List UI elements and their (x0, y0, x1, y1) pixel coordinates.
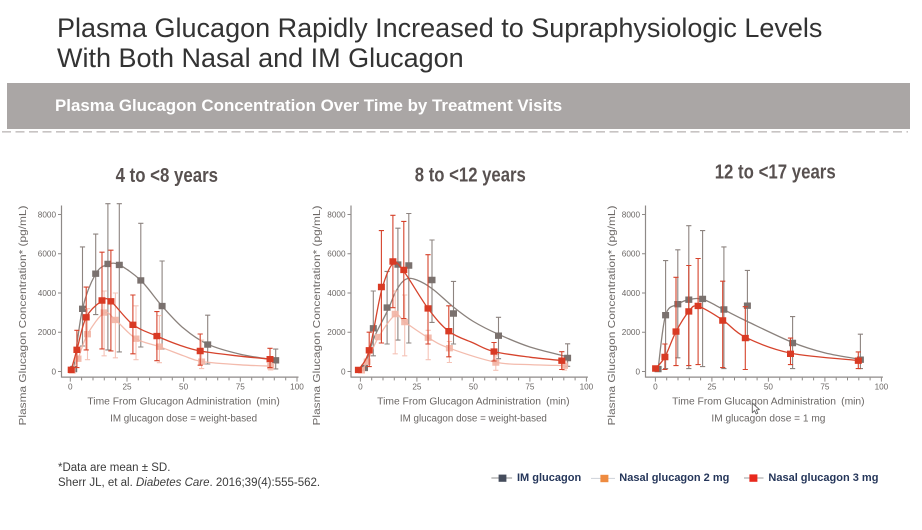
svg-text:2000: 2000 (327, 328, 346, 337)
svg-text:4000: 4000 (622, 289, 641, 298)
svg-text:Time From Glucagon Administrat: Time From Glucagon Administration (min) (672, 397, 864, 408)
svg-text:6000: 6000 (622, 250, 641, 259)
svg-text:2000: 2000 (622, 328, 641, 337)
svg-text:6000: 6000 (38, 250, 57, 259)
svg-text:6000: 6000 (327, 250, 346, 259)
svg-text:Plasma Glucagon Concentration*: Plasma Glucagon Concentration* (pg/mL) (606, 206, 618, 426)
svg-text:50: 50 (469, 383, 479, 392)
svg-text:8000: 8000 (622, 210, 641, 219)
svg-text:Time From Glucagon Administrat: Time From Glucagon Administration (min) (87, 397, 279, 408)
svg-text:8000: 8000 (327, 210, 346, 219)
svg-text:25: 25 (122, 383, 132, 392)
svg-text:Time From Glucagon Administrat: Time From Glucagon Administration (min) (377, 397, 569, 408)
svg-text:Plasma Glucagon Concentration*: Plasma Glucagon Concentration* (pg/mL) (311, 206, 323, 426)
svg-text:75: 75 (525, 383, 535, 392)
svg-text:IM glucagon dose = weight-base: IM glucagon dose = weight-based (400, 414, 547, 425)
svg-text:8 to <12 years: 8 to <12 years (415, 165, 526, 187)
svg-text:0: 0 (68, 383, 73, 392)
svg-text:4000: 4000 (38, 289, 57, 298)
svg-text:8000: 8000 (38, 210, 57, 219)
svg-text:0: 0 (358, 383, 363, 392)
svg-text:25: 25 (412, 383, 422, 392)
svg-text:0: 0 (635, 367, 640, 376)
svg-text:50: 50 (764, 383, 774, 392)
svg-text:IM glucagon dose = 1 mg: IM glucagon dose = 1 mg (711, 414, 825, 425)
svg-text:12 to <17 years: 12 to <17 years (715, 162, 836, 184)
svg-text:0: 0 (51, 367, 56, 376)
svg-text:100: 100 (290, 383, 304, 392)
svg-text:100: 100 (875, 383, 889, 392)
svg-text:25: 25 (707, 383, 717, 392)
svg-text:2000: 2000 (38, 328, 57, 337)
svg-text:4000: 4000 (327, 289, 346, 298)
svg-text:0: 0 (653, 383, 658, 392)
svg-text:0: 0 (341, 367, 346, 376)
svg-text:4 to <8 years: 4 to <8 years (116, 165, 218, 187)
svg-text:IM glucagon dose = weight-base: IM glucagon dose = weight-based (110, 414, 257, 425)
svg-text:75: 75 (236, 383, 246, 392)
svg-text:Plasma Glucagon Concentration*: Plasma Glucagon Concentration* (pg/mL) (17, 206, 29, 426)
svg-text:100: 100 (580, 383, 594, 392)
svg-text:75: 75 (820, 383, 830, 392)
svg-text:50: 50 (179, 383, 189, 392)
